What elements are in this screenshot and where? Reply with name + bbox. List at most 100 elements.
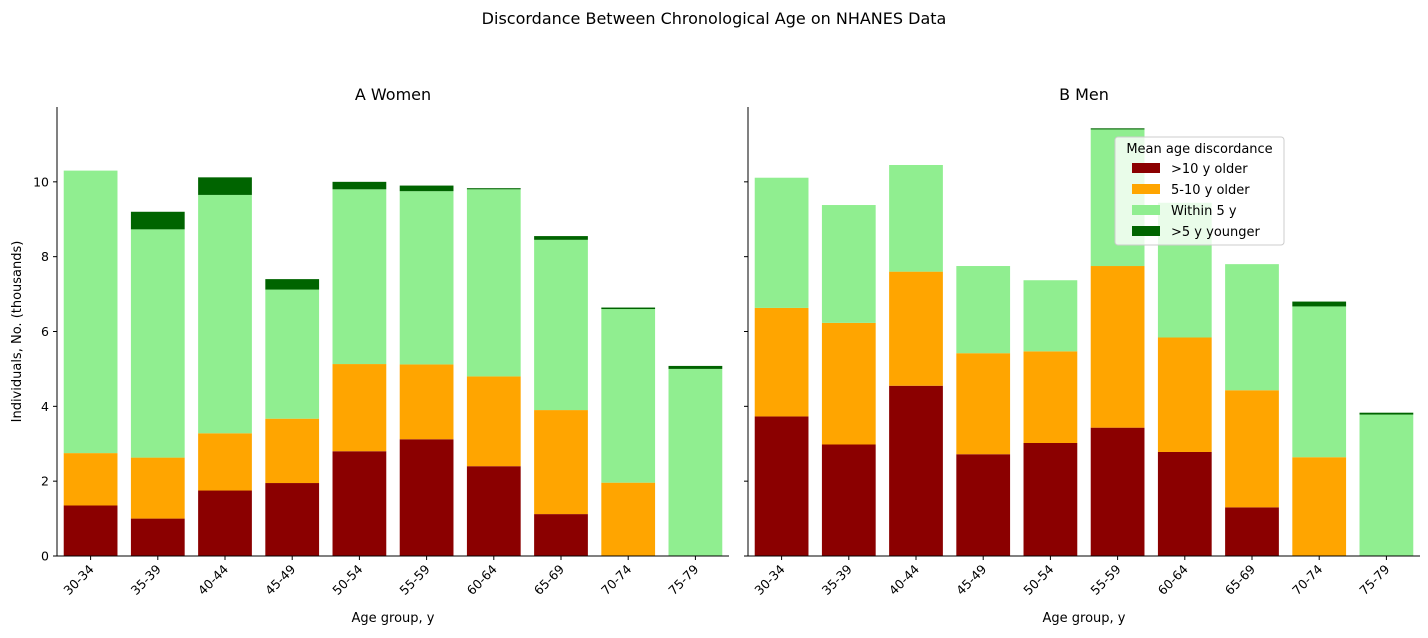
bar-women-40-44-series-3 [198,177,252,195]
x-tick-label: 55-59 [1087,561,1123,597]
panel-title-women: A Women [355,85,431,104]
x-axis-label-men: Age group, y [1043,611,1126,626]
bar-men-65-69-series-1 [1225,390,1279,508]
bar-men-45-49-series-1 [956,353,1011,455]
x-tick-label: 45-49 [262,561,298,597]
x-tick-label: 30-34 [60,561,96,597]
x-tick-label: 60-64 [464,561,500,597]
bar-men-55-59-series-3 [1090,128,1145,130]
figure-suptitle: Discordance Between Chronological Age on… [482,9,947,28]
bar-men-60-64-series-0 [1157,451,1212,556]
bar-women-45-49-series-1 [265,418,320,484]
bar-men-30-34-series-1 [754,307,809,417]
bar-men-65-69-series-2 [1225,264,1279,391]
x-tick-label: 50-54 [329,561,365,597]
bar-men-70-74-series-3 [1292,301,1347,307]
bar-men-45-49-series-2 [956,266,1011,354]
bar-men-70-74-series-1 [1292,457,1347,556]
legend-title: Mean age discordance [1126,142,1272,157]
bar-women-35-39-series-2 [130,229,185,458]
bar-men-55-59-series-0 [1090,427,1145,556]
bar-men-75-79-series-3 [1359,412,1414,415]
x-axis-label-women: Age group, y [352,611,435,626]
x-tick-label: 50-54 [1020,561,1056,597]
panel-women: A Women 30-34 35-39 40-44 45-49 50-54 55-59 60-… [10,85,729,626]
bar-women-55-59-series-2 [399,191,454,365]
y-tick-label: 4 [41,399,49,414]
bar-women-35-39-series-0 [130,518,185,556]
x-tick-label: 40-44 [195,561,231,597]
bar-men-70-74-series-2 [1292,306,1347,458]
bar-women-45-49-series-0 [265,483,320,556]
legend-entry-label: >5 y younger [1171,225,1260,240]
bar-men-35-39-series-2 [821,205,876,323]
y-tick-label: 10 [33,174,49,189]
bar-women-30-34-series-1 [63,453,118,506]
x-tick-label: 75-79 [665,561,701,597]
bar-women-40-44-series-0 [198,490,252,556]
legend-entry-label: 5-10 y older [1171,183,1250,198]
panel-title-men: B Men [1059,85,1109,104]
y-tick-label: 2 [41,474,49,489]
bar-women-65-69-series-0 [534,514,588,556]
bar-men-55-59-series-1 [1090,266,1145,428]
bar-women-60-64-series-3 [466,188,521,190]
x-tick-label: 40-44 [886,561,922,597]
bar-women-50-54-series-1 [332,364,387,452]
bar-women-55-59-series-3 [399,185,454,192]
bar-women-40-44-series-1 [198,433,252,491]
bar-men-50-54-series-0 [1023,443,1078,556]
legend-swatch [1132,205,1160,215]
bar-men-30-34-series-0 [754,416,809,556]
x-tick-label: 75-79 [1356,561,1392,597]
x-tick-label: 60-64 [1155,561,1191,597]
y-tick-label: 8 [41,249,49,264]
x-tick-label: 70-74 [1289,561,1325,597]
x-tick-label: 35-39 [128,561,164,597]
bar-women-60-64-series-0 [466,466,521,556]
bar-women-55-59-series-0 [399,439,454,556]
legend-swatch [1132,226,1160,236]
bar-women-75-79-series-2 [668,368,723,556]
bar-women-30-34-series-2 [63,170,118,454]
bar-women-70-74-series-2 [601,309,656,483]
bar-men-40-44-series-1 [889,271,943,386]
bar-women-65-69-series-3 [534,236,588,240]
bar-men-45-49-series-0 [956,454,1011,556]
legend-entry-label: >10 y older [1171,162,1248,177]
bar-men-60-64-series-1 [1157,337,1212,452]
bar-men-40-44-series-0 [889,385,943,556]
bar-men-65-69-series-0 [1225,507,1279,556]
bar-women-55-59-series-1 [399,364,454,440]
x-tick-label: 70-74 [598,561,634,597]
bar-women-60-64-series-1 [466,376,521,467]
bar-women-50-54-series-2 [332,189,387,365]
y-axis-label: Individuals, No. (thousands) [10,241,25,423]
legend-entry-label: Within 5 y [1171,204,1237,219]
y-tick-label: 0 [41,549,49,564]
bar-women-60-64-series-2 [466,189,521,377]
bar-women-35-39-series-3 [130,211,185,230]
bar-women-70-74-series-1 [601,482,656,556]
y-tick-label: 6 [41,324,49,339]
legend: Mean age discordance >10 y older 5-10 y ol… [1114,136,1285,246]
bar-men-35-39-series-0 [821,444,876,556]
x-tick-label: 35-39 [819,561,855,597]
bar-women-35-39-series-1 [130,457,185,519]
bar-women-70-74-series-3 [601,307,656,310]
bar-women-40-44-series-2 [198,194,252,434]
bar-men-50-54-series-2 [1023,280,1078,352]
bar-women-45-49-series-2 [265,289,320,419]
bar-women-75-79-series-3 [668,365,723,369]
x-tick-label: 55-59 [396,561,432,597]
panel-men: B Men 30-34 35-39 40-44 45-49 50-54 55-59 60-64… [744,85,1420,626]
x-tick-label: 45-49 [953,561,989,597]
bar-women-50-54-series-3 [332,181,387,190]
x-tick-label: 30-34 [751,561,787,597]
bar-women-65-69-series-1 [534,410,588,515]
bar-women-45-49-series-3 [265,279,320,290]
bar-men-30-34-series-2 [754,177,809,308]
bar-men-35-39-series-1 [821,322,876,445]
bar-women-30-34-series-0 [63,505,118,556]
